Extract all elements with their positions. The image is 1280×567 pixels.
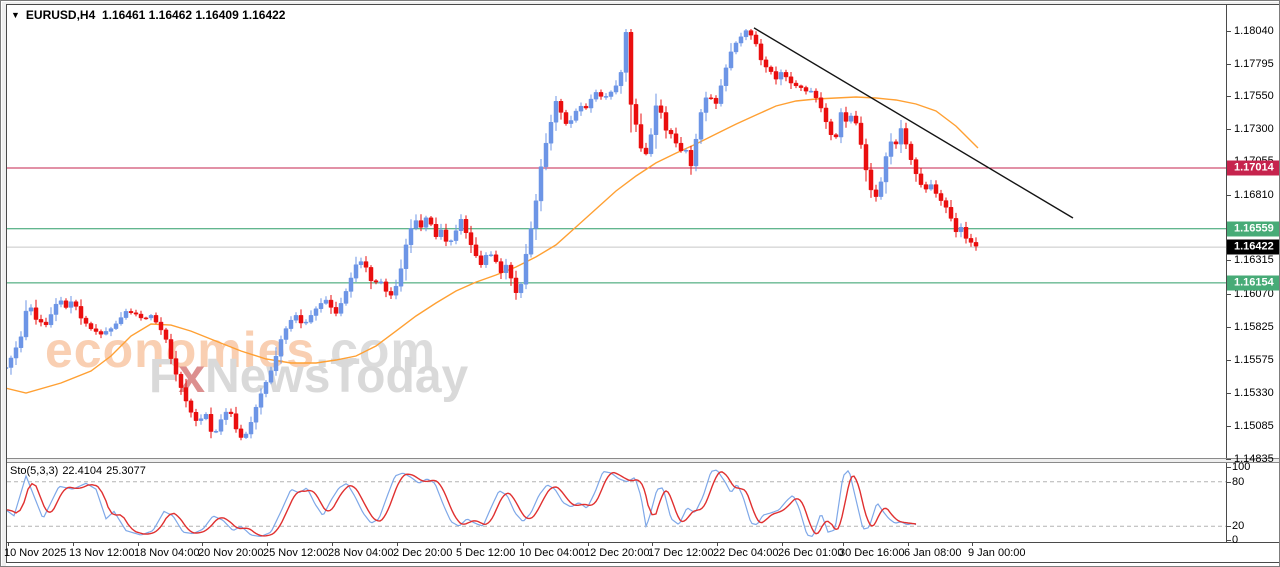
chart-panel[interactable] xyxy=(6,4,1279,563)
stoch-tick-label: 80 xyxy=(1232,476,1245,488)
date-tick-mark xyxy=(523,543,524,546)
date-tick-label: 26 Dec 01:00 xyxy=(778,547,844,559)
price-tick-label: 1.16315 xyxy=(1234,254,1274,266)
price-tick-label: 1.15085 xyxy=(1234,420,1274,432)
price-badge-support: 1.16559 xyxy=(1227,221,1279,237)
price-axis-line xyxy=(1226,5,1227,542)
watermark-brand-text: economies xyxy=(45,322,316,378)
date-tick-label: 13 Nov 12:00 xyxy=(69,547,135,559)
price-tick-label: 1.18040 xyxy=(1234,25,1274,37)
stoch-tick-mark xyxy=(1226,540,1231,541)
date-tick-mark xyxy=(397,543,398,546)
price-tick-label: 1.15825 xyxy=(1234,321,1274,333)
price-tick-mark xyxy=(1226,327,1231,328)
date-tick-label: 17 Dec 12:00 xyxy=(648,547,714,559)
price-tick-mark xyxy=(1226,360,1231,361)
watermark-brand-suffix: .com xyxy=(315,322,436,378)
stochastic-k-value: 22.4104 xyxy=(62,465,103,477)
date-tick-label: 30 Dec 16:00 xyxy=(839,547,905,559)
watermark-subbrand: FxNewsToday xyxy=(149,353,468,401)
ohlc-quote: 1.16461 1.16462 1.16409 1.16422 xyxy=(101,8,286,22)
down-candle-wicks xyxy=(35,29,977,441)
price-tick-mark xyxy=(1226,459,1231,460)
stochastic-name: Sto(5,3,3) xyxy=(10,465,59,477)
price-tick-mark xyxy=(1226,294,1231,295)
stochastic-d-value: 25.3077 xyxy=(106,465,146,477)
up-candle-wicks xyxy=(10,29,962,439)
date-tick-mark xyxy=(73,543,74,546)
descending-trendline[interactable] xyxy=(753,27,1074,219)
price-tick-mark xyxy=(1226,393,1231,394)
up-candle-bodies xyxy=(7,30,964,438)
date-tick-mark xyxy=(652,543,653,546)
price-tick-mark xyxy=(1226,96,1231,97)
date-tick-label: 28 Nov 04:00 xyxy=(328,547,394,559)
date-tick-label: 2 Dec 20:00 xyxy=(393,547,453,559)
watermark-sub-f: F xyxy=(149,350,179,403)
price-tick-label: 1.17795 xyxy=(1234,58,1274,70)
date-tick-label: 20 Nov 20:00 xyxy=(198,547,264,559)
price-tick-mark xyxy=(1226,426,1231,427)
window-frame-top xyxy=(2,2,1279,4)
price-tick-mark xyxy=(1226,195,1231,196)
price-tick-mark xyxy=(1226,129,1231,130)
stoch-tick-mark xyxy=(1226,482,1231,483)
moving-average-line xyxy=(7,96,979,394)
date-tick-mark xyxy=(332,543,333,546)
price-tick-label: 1.15330 xyxy=(1234,387,1274,399)
price-tick-label: 1.17550 xyxy=(1234,90,1274,102)
date-tick-mark xyxy=(8,543,9,546)
stoch-tick-mark xyxy=(1226,467,1231,468)
price-badge-bid: 1.16422 xyxy=(1227,239,1279,255)
price-tick-mark xyxy=(1226,64,1231,65)
price-tick-label: 1.16810 xyxy=(1234,189,1274,201)
date-tick-label: 25 Nov 12:00 xyxy=(263,547,329,559)
date-tick-mark xyxy=(267,543,268,546)
date-tick-mark xyxy=(202,543,203,546)
stoch-k-line xyxy=(7,469,917,538)
symbol-dropdown-icon[interactable]: ▼ xyxy=(11,10,20,20)
date-tick-label: 10 Nov 2025 xyxy=(4,547,67,559)
stoch-tick-mark xyxy=(1226,526,1231,527)
date-tick-mark xyxy=(843,543,844,546)
date-tick-label: 5 Dec 12:00 xyxy=(456,547,516,559)
date-tick-mark xyxy=(908,543,909,546)
chart-title: ▼ EURUSD,H4 1.16461 1.16462 1.16409 1.164… xyxy=(11,8,285,22)
date-tick-mark xyxy=(138,543,139,546)
date-tick-mark xyxy=(588,543,589,546)
stoch-d-line xyxy=(7,471,917,537)
date-tick-mark xyxy=(460,543,461,546)
date-tick-mark xyxy=(972,543,973,546)
price-badge-resistance: 1.17014 xyxy=(1227,160,1279,176)
price-tick-label: 1.14835 xyxy=(1234,453,1274,465)
date-tick-label: 22 Dec 04:00 xyxy=(713,547,779,559)
price-badge-support: 1.16154 xyxy=(1227,275,1279,291)
stochastic-label: Sto(5,3,3) 22.4104 25.3077 xyxy=(10,465,150,477)
window-frame-left xyxy=(2,2,6,566)
date-tick-label: 6 Jan 08:00 xyxy=(904,547,962,559)
date-tick-label: 12 Dec 20:00 xyxy=(584,547,650,559)
price-tick-label: 1.17300 xyxy=(1234,123,1274,135)
price-tick-label: 1.16070 xyxy=(1234,288,1274,300)
main-pane[interactable] xyxy=(1,27,1226,441)
price-tick-mark xyxy=(1226,260,1231,261)
price-tick-mark xyxy=(1226,31,1231,32)
date-tick-label: 18 Nov 04:00 xyxy=(134,547,200,559)
pane-splitter[interactable] xyxy=(7,458,1279,463)
date-tick-label: 9 Jan 00:00 xyxy=(968,547,1026,559)
stoch-tick-label: 20 xyxy=(1232,520,1245,532)
date-tick-label: 10 Dec 04:00 xyxy=(519,547,585,559)
date-tick-mark xyxy=(782,543,783,546)
date-tick-mark xyxy=(717,543,718,546)
stoch-tick-label: 0 xyxy=(1232,534,1239,546)
time-axis-line xyxy=(7,542,1279,543)
symbol-label: EURUSD,H4 xyxy=(25,8,96,22)
watermark-brand: economies.com xyxy=(45,325,436,375)
stochastic-pane[interactable] xyxy=(6,469,1226,538)
stoch-tick-label: 100 xyxy=(1232,461,1251,473)
price-tick-label: 1.15575 xyxy=(1234,354,1274,366)
down-candle-bodies xyxy=(33,30,979,438)
